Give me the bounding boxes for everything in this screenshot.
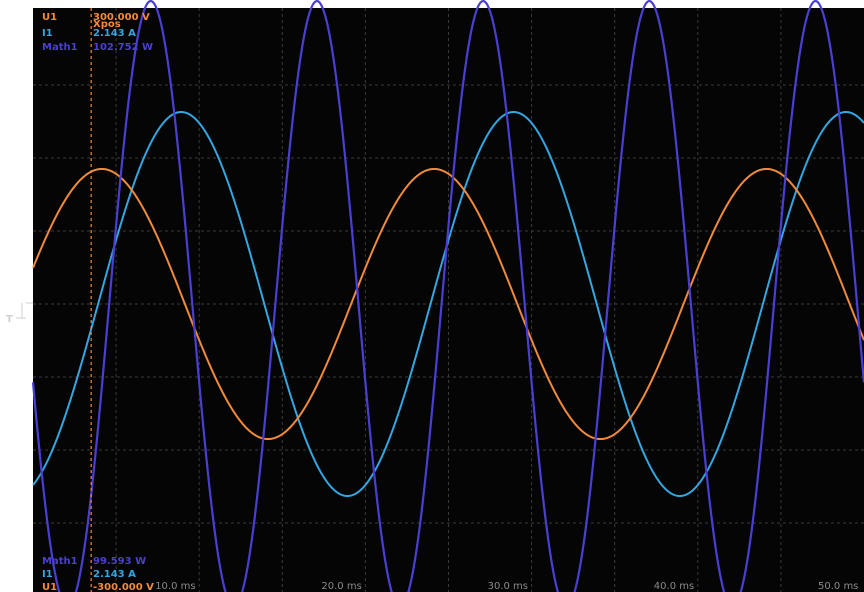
x-tick-label: 50.0 ms [818, 581, 858, 592]
top-readout-value-math1: 102.752 W [93, 42, 153, 53]
bottom-readout-name-i1: I1 [42, 569, 53, 580]
x-tick-label: 40.0 ms [654, 581, 694, 592]
bottom-readout-value-i1: 2.143 A [93, 569, 136, 580]
x-tick-label: 20.0 ms [321, 581, 361, 592]
bottom-readout-name-math1: Math1 [42, 556, 78, 567]
top-readout-name-i1: I1 [42, 28, 53, 39]
bottom-readout-value-u1: -300.000 V [93, 582, 154, 592]
trigger-marker[interactable]: T [6, 302, 33, 325]
series-line-i1 [32, 111, 864, 497]
x-tick-labels: 10.0 ms 20.0 ms 30.0 ms 40.0 ms 50.0 ms [155, 581, 858, 592]
top-readout-name-u1: U1 [42, 12, 57, 23]
top-readout-value-u1: 300.000 V [93, 12, 150, 23]
bottom-readout-name-u1: U1 [42, 582, 57, 592]
x-tick-label: 10.0 ms [155, 581, 195, 592]
top-readout-value-i1: 2.143 A [93, 28, 136, 39]
plot-background [33, 8, 864, 592]
bottom-readout-value-math1: 99.593 W [93, 556, 146, 567]
bottom-readouts: Math1 99.593 W I1 2.143 A U1 -300.000 V [42, 556, 154, 592]
top-readouts: U1 300.000 V Xpos I1 2.143 A Math1 102.7… [42, 12, 153, 53]
xpos-overlay-label: Xpos [93, 19, 121, 30]
series-line-u1 [32, 167, 864, 441]
x-tick-label: 30.0 ms [488, 581, 528, 592]
series-line-math1 [31, 0, 864, 592]
top-readout-name-math1: Math1 [42, 42, 78, 53]
trigger-level-icon [16, 302, 33, 319]
waveforms [31, 0, 864, 592]
trigger-marker-label: T [6, 314, 13, 325]
